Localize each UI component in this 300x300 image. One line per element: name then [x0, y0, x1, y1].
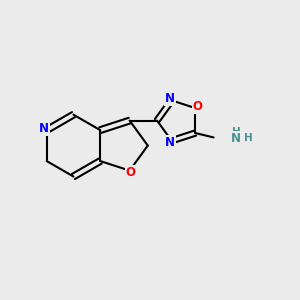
Text: H: H	[244, 133, 252, 143]
Text: O: O	[193, 100, 203, 113]
Text: N: N	[165, 136, 175, 149]
Text: O: O	[126, 166, 136, 178]
Text: N: N	[231, 131, 241, 145]
Text: N: N	[39, 122, 49, 135]
Text: H: H	[232, 127, 241, 137]
Text: N: N	[165, 92, 175, 105]
